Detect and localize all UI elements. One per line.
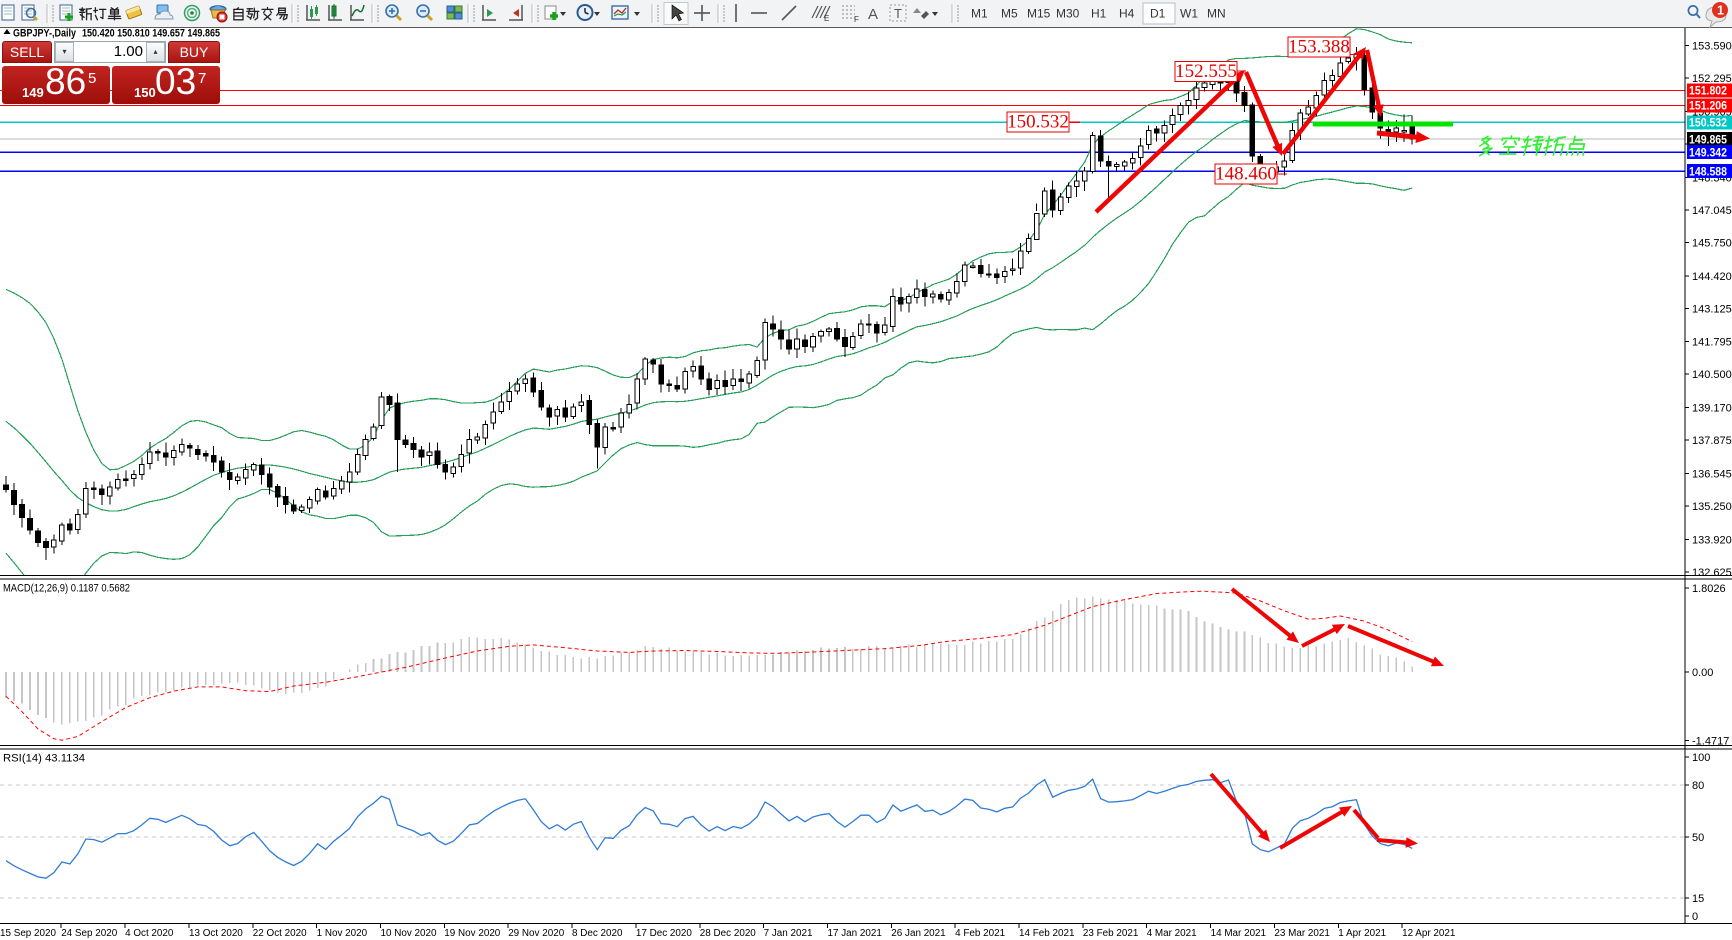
svg-text:4 Mar 2021: 4 Mar 2021 xyxy=(1147,928,1197,939)
svg-text:1 Nov 2020: 1 Nov 2020 xyxy=(317,928,368,939)
svg-text:M5: M5 xyxy=(1001,7,1018,21)
svg-text:133.920: 133.920 xyxy=(1692,534,1732,546)
svg-text:17 Jan 2021: 17 Jan 2021 xyxy=(828,928,883,939)
svg-text:17 Dec 2020: 17 Dec 2020 xyxy=(636,928,693,939)
svg-text:139.170: 139.170 xyxy=(1692,403,1732,415)
svg-text:F: F xyxy=(854,15,859,24)
svg-text:151.802: 151.802 xyxy=(1689,86,1727,98)
svg-text:1 Apr 2021: 1 Apr 2021 xyxy=(1338,928,1386,939)
svg-text:4 Oct 2020: 4 Oct 2020 xyxy=(125,928,174,939)
svg-text:4 Feb 2021: 4 Feb 2021 xyxy=(955,928,1005,939)
svg-text:E: E xyxy=(824,14,829,23)
svg-text:W1: W1 xyxy=(1180,7,1198,21)
svg-text:23 Feb 2021: 23 Feb 2021 xyxy=(1083,928,1139,939)
svg-text:D1: D1 xyxy=(1150,7,1166,21)
svg-text:153.388: 153.388 xyxy=(1288,37,1350,58)
svg-text:7 Jan 2021: 7 Jan 2021 xyxy=(764,928,813,939)
svg-text:137.875: 137.875 xyxy=(1692,435,1732,447)
svg-text:8 Dec 2020: 8 Dec 2020 xyxy=(572,928,623,939)
svg-text:M15: M15 xyxy=(1027,7,1051,21)
svg-text:RSI(14) 43.1134: RSI(14) 43.1134 xyxy=(3,753,85,765)
svg-text:149.865: 149.865 xyxy=(1689,134,1728,146)
svg-text:145.750: 145.750 xyxy=(1692,237,1732,249)
svg-text:22 Oct 2020: 22 Oct 2020 xyxy=(253,928,307,939)
svg-text:152.555: 152.555 xyxy=(1175,61,1237,82)
svg-text:26 Jan 2021: 26 Jan 2021 xyxy=(891,928,946,939)
svg-text:23 Mar 2021: 23 Mar 2021 xyxy=(1274,928,1330,939)
svg-text:T: T xyxy=(894,6,902,21)
svg-text:148.588: 148.588 xyxy=(1689,166,1728,178)
svg-text:144.420: 144.420 xyxy=(1692,271,1732,283)
svg-text:151.206: 151.206 xyxy=(1689,101,1727,113)
svg-text:143.125: 143.125 xyxy=(1692,303,1732,315)
svg-text:1.8026: 1.8026 xyxy=(1692,583,1726,595)
svg-text:141.795: 141.795 xyxy=(1692,337,1732,349)
svg-text:MN: MN xyxy=(1207,7,1226,21)
svg-text:152.295: 152.295 xyxy=(1692,73,1732,85)
svg-text:148.460: 148.460 xyxy=(1215,164,1277,185)
svg-text:19 Nov 2020: 19 Nov 2020 xyxy=(444,928,501,939)
svg-text:H4: H4 xyxy=(1119,7,1135,21)
svg-text:132.625: 132.625 xyxy=(1692,567,1732,579)
svg-text:13 Oct 2020: 13 Oct 2020 xyxy=(189,928,243,939)
svg-text:24 Sep 2020: 24 Sep 2020 xyxy=(61,928,118,939)
svg-text:100: 100 xyxy=(1692,752,1710,764)
svg-text:135.250: 135.250 xyxy=(1692,501,1732,513)
svg-text:10 Nov 2020: 10 Nov 2020 xyxy=(381,928,438,939)
svg-text:1: 1 xyxy=(1717,4,1724,18)
svg-text:150.532: 150.532 xyxy=(1007,112,1069,133)
svg-text:GBPJPY-,Daily: GBPJPY-,Daily xyxy=(13,28,77,40)
svg-text:80: 80 xyxy=(1692,780,1704,792)
svg-text:M30: M30 xyxy=(1056,7,1080,21)
svg-text:140.500: 140.500 xyxy=(1692,369,1732,381)
svg-text:H1: H1 xyxy=(1091,7,1107,21)
svg-text:29 Nov 2020: 29 Nov 2020 xyxy=(508,928,565,939)
svg-text:28 Dec 2020: 28 Dec 2020 xyxy=(700,928,757,939)
svg-text:136.545: 136.545 xyxy=(1692,468,1732,480)
svg-text:150.532: 150.532 xyxy=(1689,118,1727,130)
svg-text:15: 15 xyxy=(1692,893,1704,905)
svg-text:-1.4717: -1.4717 xyxy=(1692,736,1729,748)
svg-text:150.420 150.810 149.657 149.86: 150.420 150.810 149.657 149.865 xyxy=(82,28,220,40)
svg-text:0: 0 xyxy=(1692,911,1698,923)
svg-text:0.00: 0.00 xyxy=(1692,667,1713,679)
svg-text:147.045: 147.045 xyxy=(1692,205,1732,217)
svg-text:149.342: 149.342 xyxy=(1689,147,1727,159)
svg-text:14 Mar 2021: 14 Mar 2021 xyxy=(1211,928,1267,939)
svg-text:14 Feb 2021: 14 Feb 2021 xyxy=(1019,928,1075,939)
svg-text:A: A xyxy=(868,6,878,23)
svg-text:MACD(12,26,9) 0.1187 0.5682: MACD(12,26,9) 0.1187 0.5682 xyxy=(3,583,130,595)
svg-text:15 Sep 2020: 15 Sep 2020 xyxy=(0,928,57,939)
svg-text:153.590: 153.590 xyxy=(1692,41,1732,53)
svg-text:M1: M1 xyxy=(971,7,988,21)
svg-text:12 Apr 2021: 12 Apr 2021 xyxy=(1402,928,1456,939)
svg-text:50: 50 xyxy=(1692,832,1704,844)
